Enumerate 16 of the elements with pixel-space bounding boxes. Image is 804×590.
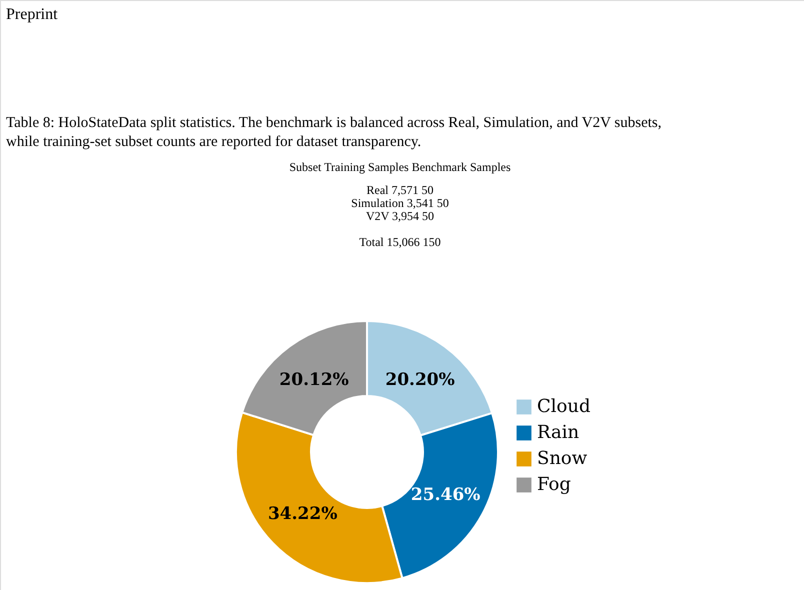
caption: Table 8: HoloStateData split statistics. The benchmark is balanced across Real, Simulation, and V2V subsets, [6,115,662,131]
text: Total 15,066 150 [359,235,441,249]
data-label: 34.22% [268,504,338,524]
data-label: 25.46% [410,484,480,505]
legend-label: Fog [537,474,571,495]
legend-label: Rain [537,422,580,443]
text: Subset Training Samples Benchmark Samples [289,160,511,174]
text: V2V 3,954 50 [366,209,434,223]
text: Preprint [6,6,58,23]
legend-label: Cloud [537,396,590,417]
text: Simulation 3,541 50 [351,196,449,210]
data-label: 20.12% [279,370,349,390]
text: while training-set subset counts are reported for dataset transparency. [6,134,422,150]
text: Real 7,571 50 [366,183,434,197]
legend-label: Snow [537,448,588,469]
data-label: 20.20% [385,370,455,390]
